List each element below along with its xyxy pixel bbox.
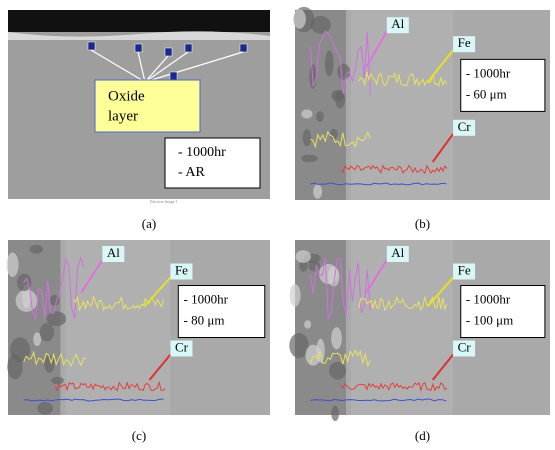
figure: Oxide layer - 1000hr - AR Electron Image 1 (a… xyxy=(0,0,555,450)
info-text: - 80 μm xyxy=(184,312,225,327)
grain xyxy=(47,311,67,326)
caption: (d) xyxy=(415,428,430,443)
grain xyxy=(325,51,334,77)
grain xyxy=(16,290,38,312)
marker xyxy=(240,44,247,52)
marker xyxy=(135,44,142,52)
marker xyxy=(185,44,192,52)
element-label: Cr xyxy=(458,119,472,134)
element-label: Fe xyxy=(458,262,471,277)
grain xyxy=(293,9,306,29)
panel: Al Fe Cr - 1000hr - 80 μm (c) xyxy=(7,240,270,443)
footer-text: Electron Image 1 xyxy=(150,199,178,204)
grain xyxy=(331,406,339,421)
grain xyxy=(329,362,346,380)
grain xyxy=(30,245,43,254)
grain xyxy=(51,377,64,385)
caption: (a) xyxy=(142,216,156,231)
info-text: - 100 μm xyxy=(466,312,513,327)
grain xyxy=(313,184,322,198)
marker xyxy=(165,48,172,56)
info-text: - AR xyxy=(178,165,206,180)
callout-text: layer xyxy=(108,108,138,124)
grain xyxy=(37,402,53,415)
panel: Al Fe Cr - 1000hr - 100 μm (d) xyxy=(289,240,550,443)
grain xyxy=(305,345,320,366)
grain xyxy=(290,284,301,307)
callout-text: Oxide xyxy=(108,88,145,104)
grain xyxy=(331,327,342,349)
element-label: Al xyxy=(391,245,404,260)
element-label: Cr xyxy=(175,339,189,354)
grain xyxy=(337,64,350,80)
grain xyxy=(7,253,19,277)
grain xyxy=(303,129,312,146)
grain xyxy=(304,320,311,328)
grain xyxy=(40,323,54,341)
info-text: - 1000hr xyxy=(184,291,229,306)
grain xyxy=(301,109,312,118)
scale-strip xyxy=(8,199,270,205)
grain xyxy=(316,111,324,122)
grain xyxy=(301,155,318,163)
info-text: - 1000hr xyxy=(466,65,511,80)
marker xyxy=(88,42,95,50)
element-label: Al xyxy=(107,245,120,260)
element-label: Fe xyxy=(175,262,188,277)
info-text: - 1000hr xyxy=(466,291,511,306)
caption: (b) xyxy=(415,216,430,231)
grain xyxy=(296,250,311,263)
info-text: - 1000hr xyxy=(178,145,226,160)
panel: Oxide layer - 1000hr - AR Electron Image 1 (a… xyxy=(8,10,270,231)
element-label: Cr xyxy=(458,339,472,354)
panel: Al Fe Cr - 1000hr - 60 μm (b) xyxy=(293,7,550,231)
grain xyxy=(7,354,22,379)
coating-layer xyxy=(8,10,270,32)
element-label: Al xyxy=(391,16,404,31)
grain xyxy=(331,90,344,101)
caption: (c) xyxy=(132,428,146,443)
element-label: Fe xyxy=(458,35,471,50)
marker xyxy=(170,72,177,80)
info-text: - 60 μm xyxy=(466,86,507,101)
